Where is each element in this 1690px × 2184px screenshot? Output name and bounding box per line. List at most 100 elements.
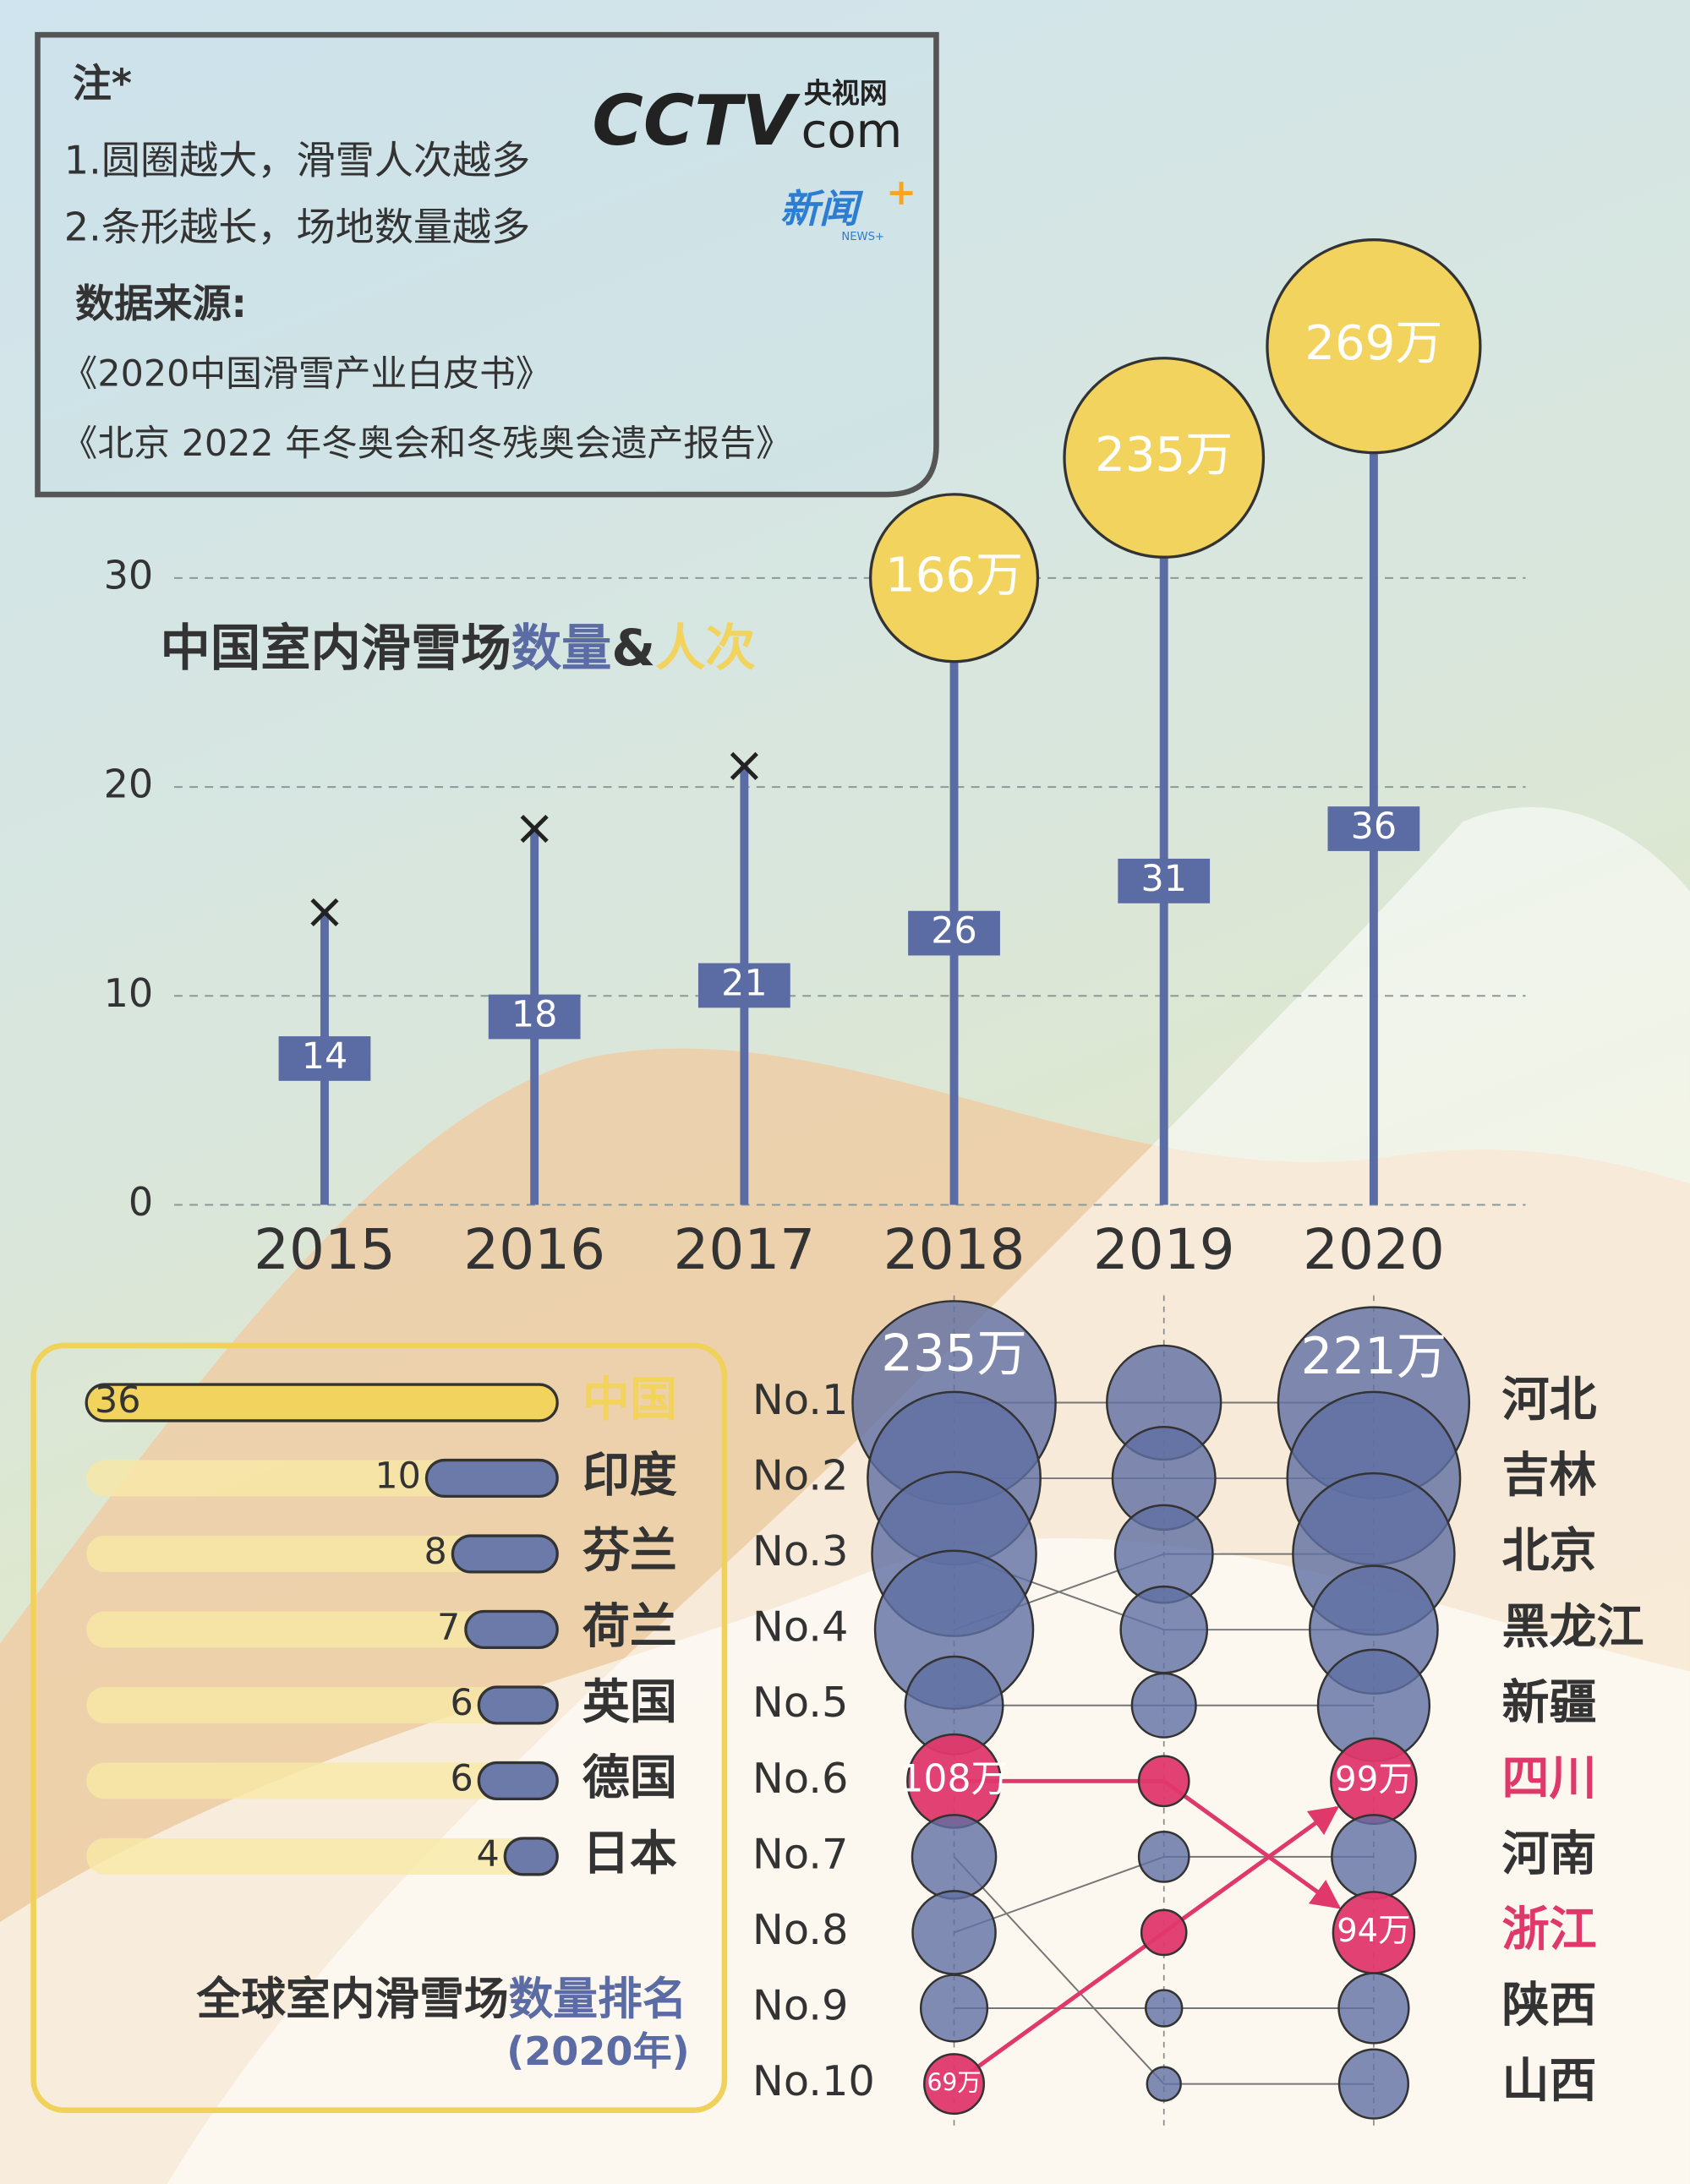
bar	[477, 1685, 559, 1725]
chart-title: 中国室内滑雪场数量&人次	[161, 619, 756, 677]
value-label: 99万	[1335, 1758, 1413, 1799]
category-label: 荷兰	[582, 1600, 677, 1655]
value-label: 221万	[1301, 1327, 1447, 1385]
logo-cctv: CCTV	[592, 81, 801, 161]
count-label: 36	[1351, 805, 1397, 848]
rank-link	[1162, 1805, 1340, 1935]
rank-label: No.8	[752, 1905, 849, 1954]
y-tick-label: 30	[104, 552, 154, 598]
value-label: 235万	[1095, 428, 1233, 483]
stem-cap	[310, 898, 339, 926]
logo-plus: +	[886, 172, 916, 214]
visitor-bubble	[1137, 1831, 1190, 1883]
bar	[85, 1383, 559, 1422]
value-label: 4	[476, 1833, 499, 1876]
x-tick-label: 2018	[883, 1217, 1025, 1282]
count-label: 21	[721, 962, 768, 1004]
visitor-bubble	[1140, 1908, 1188, 1957]
count-box	[697, 963, 790, 1008]
count-label: 26	[931, 910, 977, 953]
category-label: 四川	[1502, 1751, 1597, 1806]
rank-label: No.3	[752, 1526, 849, 1575]
note-box	[35, 31, 939, 498]
stem-cap	[730, 751, 758, 780]
source-title: 数据来源:	[75, 281, 247, 326]
note-line: 2.条形越长，场地数量越多	[64, 204, 530, 249]
bar	[451, 1534, 559, 1574]
visitor-bubble	[868, 493, 1040, 663]
bar-track	[86, 1837, 558, 1875]
logo-news: 新闻	[780, 186, 864, 232]
x-tick-label: 2016	[463, 1217, 605, 1282]
count-label: 31	[1140, 858, 1187, 900]
value-label: 69万	[927, 2069, 982, 2097]
bar-panel	[30, 1342, 728, 2113]
title-part: 中国室内滑雪场	[161, 619, 511, 677]
value-label: 6	[451, 1757, 473, 1799]
x-tick-label: 2017	[673, 1217, 815, 1282]
source: 《2020中国滑雪产业白皮书》	[62, 352, 552, 395]
visitor-bubble	[1266, 238, 1482, 455]
visitor-bubble	[919, 1974, 989, 2043]
bar-track	[86, 1687, 558, 1723]
rank-label: No.10	[752, 2056, 875, 2105]
rank-label: No.4	[752, 1603, 849, 1652]
chart-subtitle: (2020年)	[506, 2028, 690, 2074]
value-label: 8	[424, 1531, 447, 1573]
visitor-bubble	[923, 2053, 986, 2116]
title-part: &	[611, 619, 655, 677]
rank-link	[953, 1930, 1166, 2086]
category-label: 吉林	[1502, 1449, 1597, 1504]
count-box	[908, 910, 1000, 956]
bar-track	[86, 1611, 558, 1648]
count-label: 18	[511, 994, 558, 1036]
value-label: 94万	[1337, 1912, 1410, 1950]
y-tick-label: 0	[129, 1179, 153, 1225]
rank-label: No.9	[752, 1981, 849, 2030]
title-part: 全球室内滑雪场	[196, 1974, 509, 2025]
x-tick-label: 2020	[1303, 1217, 1445, 1282]
category-label: 河南	[1502, 1827, 1597, 1882]
count-box	[488, 994, 581, 1040]
note-line: 1.圆圈越大，滑雪人次越多	[64, 137, 530, 183]
category-label: 日本	[582, 1826, 677, 1881]
rank-link	[953, 1856, 1165, 2085]
rank-label: No.2	[752, 1451, 849, 1500]
bar	[464, 1609, 559, 1650]
rank-link	[1162, 1779, 1342, 1909]
visitor-bubble	[911, 1890, 997, 1975]
logo-news-en: NEWS+	[841, 231, 884, 243]
bar-track	[86, 1762, 558, 1799]
category-label: 英国	[582, 1675, 677, 1730]
y-tick-label: 10	[104, 970, 154, 1016]
logo: CCTV 央视网 com 新闻 + NEWS+	[592, 77, 916, 244]
category-label: 陕西	[1502, 1979, 1597, 2034]
count-box	[1327, 806, 1420, 851]
rank-label: No.7	[752, 1829, 849, 1878]
note-title: 注*	[73, 61, 132, 106]
source: 《北京 2022 年冬奥会和冬残奥会遗产报告》	[62, 423, 792, 465]
visitor-bubble	[1337, 2048, 1410, 2120]
rank-label: No.1	[752, 1375, 849, 1424]
category-label: 中国	[582, 1373, 677, 1428]
title-part: 人次	[655, 619, 756, 677]
visitor-bubble	[1130, 1672, 1197, 1739]
bar-track	[86, 1536, 558, 1572]
value-label: 36	[95, 1379, 140, 1422]
category-label: 北京	[1502, 1524, 1597, 1579]
category-label: 河北	[1502, 1373, 1597, 1428]
category-label: 德国	[582, 1751, 677, 1806]
category-label: 印度	[582, 1449, 677, 1504]
visitor-bubble	[1337, 1972, 1410, 2045]
x-tick-label: 2015	[254, 1217, 396, 1282]
category-label: 山西	[1502, 2054, 1597, 2109]
bar	[503, 1837, 559, 1876]
visitor-bubble	[1331, 1814, 1417, 1900]
visitor-bubble	[1063, 357, 1266, 559]
title-part: 数量	[511, 619, 612, 677]
value-label: 166万	[885, 548, 1023, 603]
category-label: 浙江	[1502, 1903, 1597, 1957]
count-box	[278, 1036, 371, 1081]
